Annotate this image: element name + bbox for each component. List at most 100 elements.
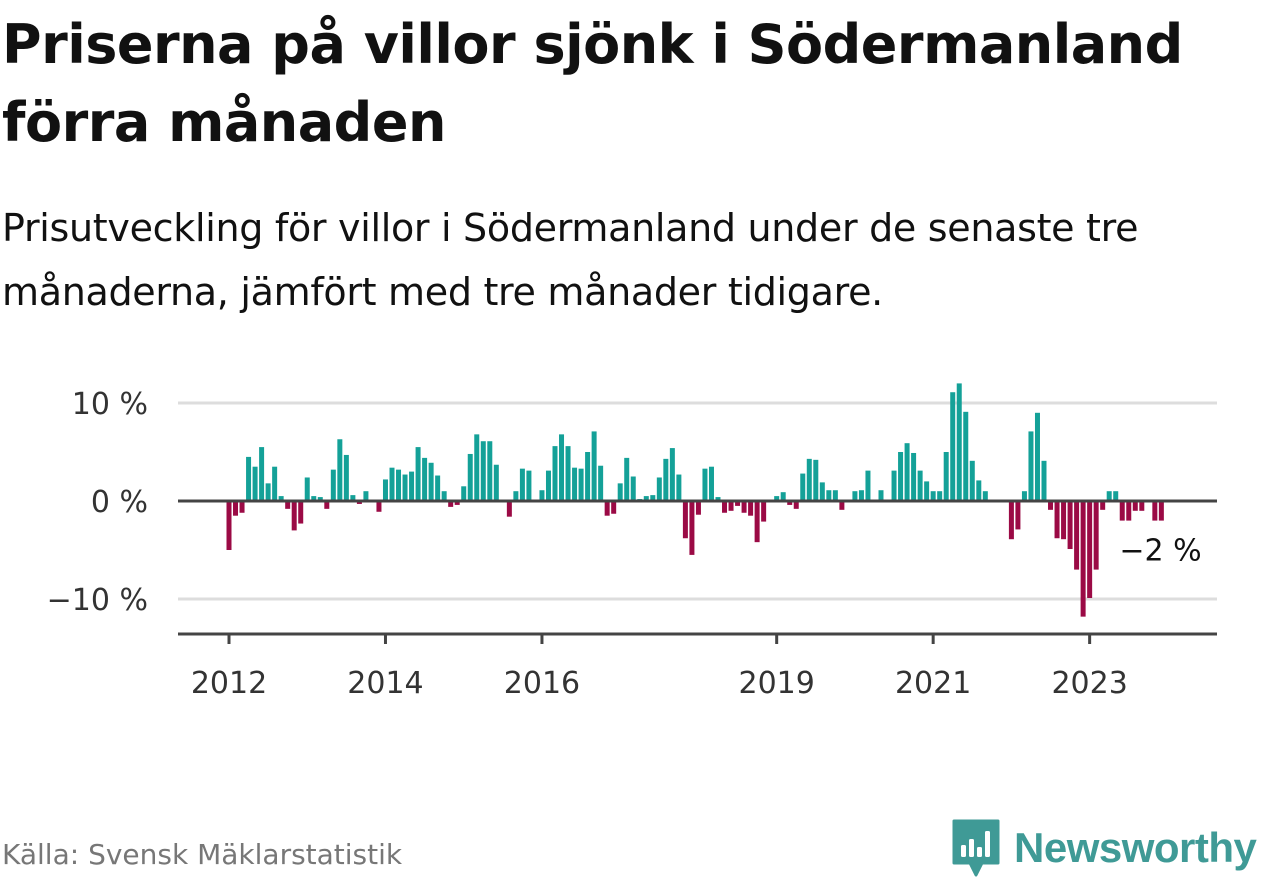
bar bbox=[865, 470, 871, 501]
bar bbox=[513, 491, 519, 501]
bar bbox=[943, 452, 949, 501]
latest-value-label: −2 % bbox=[1119, 534, 1201, 569]
bar bbox=[624, 457, 630, 501]
bar bbox=[708, 466, 714, 501]
bar bbox=[233, 501, 239, 516]
bar bbox=[1021, 491, 1027, 501]
bar bbox=[911, 452, 917, 501]
y-tick-label: 10 % bbox=[72, 387, 148, 422]
bar bbox=[898, 452, 904, 501]
x-tick-label: 2012 bbox=[191, 666, 267, 701]
x-tick-label: 2014 bbox=[347, 666, 423, 701]
bar bbox=[963, 411, 969, 501]
bar bbox=[272, 466, 278, 501]
bar bbox=[715, 497, 721, 501]
bar bbox=[396, 469, 402, 501]
bar bbox=[285, 501, 291, 509]
bar bbox=[669, 448, 675, 501]
bar bbox=[591, 431, 597, 501]
bar bbox=[663, 458, 669, 501]
bar bbox=[415, 447, 421, 501]
labels: 10 % 0 % −10 % 2012 2014 2016 2019 2021 2023 −2 % bbox=[47, 387, 1202, 701]
bar bbox=[317, 497, 323, 501]
bar bbox=[350, 495, 356, 501]
bar bbox=[239, 501, 245, 513]
bar bbox=[461, 486, 467, 501]
bar bbox=[826, 490, 832, 501]
bar bbox=[324, 501, 330, 509]
x-tick-label: 2016 bbox=[504, 666, 580, 701]
bar bbox=[689, 501, 695, 555]
bar bbox=[1048, 501, 1054, 510]
bar bbox=[774, 496, 780, 501]
bar bbox=[304, 477, 310, 501]
bar bbox=[422, 457, 428, 501]
bar bbox=[1028, 431, 1034, 501]
bar bbox=[878, 490, 884, 501]
bar bbox=[1008, 501, 1014, 540]
bar bbox=[839, 501, 845, 510]
bar bbox=[1080, 501, 1086, 617]
bar bbox=[409, 471, 415, 501]
bar bbox=[552, 446, 558, 501]
bar bbox=[572, 467, 578, 501]
bar bbox=[650, 495, 656, 501]
x-tick-label: 2023 bbox=[1051, 666, 1127, 701]
bar bbox=[298, 501, 304, 524]
bar bbox=[467, 453, 473, 501]
bar bbox=[917, 470, 923, 501]
brand-logo[interactable]: Newsworthy bbox=[950, 818, 1257, 878]
bar bbox=[793, 501, 799, 509]
y-tick-label: −10 % bbox=[47, 583, 148, 618]
bar bbox=[559, 434, 565, 501]
bar bbox=[787, 501, 793, 505]
bar bbox=[1119, 501, 1125, 521]
bar bbox=[976, 480, 982, 501]
bar bbox=[924, 481, 930, 501]
bar bbox=[363, 491, 369, 501]
bar bbox=[448, 501, 454, 507]
bar bbox=[1152, 501, 1158, 521]
bar bbox=[1093, 501, 1099, 570]
bar bbox=[578, 468, 584, 501]
bar bbox=[441, 491, 447, 501]
bar bbox=[754, 501, 760, 543]
brand-name: Newsworthy bbox=[1014, 824, 1257, 871]
bar bbox=[617, 483, 623, 501]
bar bbox=[480, 441, 486, 501]
bar bbox=[982, 491, 988, 501]
bar bbox=[259, 447, 265, 501]
bar bbox=[682, 501, 688, 539]
bar bbox=[656, 477, 662, 501]
bar bbox=[1054, 501, 1060, 539]
bar bbox=[643, 496, 649, 501]
bar bbox=[937, 491, 943, 501]
bar bbox=[800, 473, 806, 501]
bar bbox=[526, 470, 532, 501]
bar bbox=[819, 482, 825, 501]
bar bbox=[695, 501, 701, 515]
bar bbox=[382, 479, 388, 501]
bar bbox=[780, 492, 786, 501]
bar bbox=[291, 501, 297, 531]
bar bbox=[1074, 501, 1080, 570]
source-note: Källa: Svensk Mäklarstatistik bbox=[2, 838, 403, 871]
bars bbox=[226, 383, 1164, 617]
bar bbox=[376, 501, 382, 512]
newsworthy-logo-icon bbox=[952, 819, 1000, 877]
bar bbox=[1061, 501, 1067, 540]
bar bbox=[1139, 501, 1145, 511]
bar bbox=[806, 458, 812, 501]
bar bbox=[735, 501, 741, 506]
bar bbox=[956, 383, 962, 501]
bar bbox=[930, 491, 936, 501]
y-tick-label: 0 % bbox=[91, 485, 148, 520]
bar bbox=[226, 501, 232, 550]
bar bbox=[741, 501, 747, 513]
bar bbox=[330, 469, 336, 501]
bar bbox=[1113, 491, 1119, 501]
bar bbox=[1087, 501, 1093, 599]
bar bbox=[832, 490, 838, 501]
bar bbox=[585, 452, 591, 501]
bar bbox=[1158, 501, 1164, 521]
